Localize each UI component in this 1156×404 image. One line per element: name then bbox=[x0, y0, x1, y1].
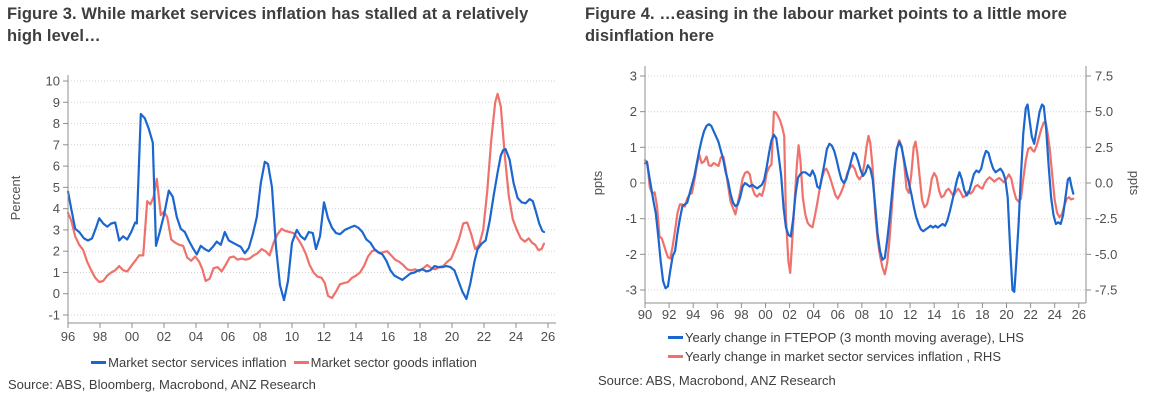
x-tick-label: 10 bbox=[879, 307, 893, 322]
x-tick-label: 24 bbox=[1047, 307, 1061, 322]
y-tick-label-right: 7.5 bbox=[1095, 69, 1113, 84]
x-tick-label: 02 bbox=[782, 307, 796, 322]
x-tick-label: 00 bbox=[758, 307, 772, 322]
y-axis-title-left: Percent bbox=[8, 175, 23, 220]
x-tick-label: 90 bbox=[638, 307, 652, 322]
y-axis-title-right: ppts bbox=[1127, 171, 1142, 196]
x-tick-label: 98 bbox=[734, 307, 748, 322]
legend-item: Market sector services inflation bbox=[91, 355, 287, 370]
x-tick-label: 08 bbox=[855, 307, 869, 322]
y-tick-label: 9 bbox=[53, 95, 60, 110]
x-tick-label: 96 bbox=[61, 329, 75, 344]
y-tick-label-right: -7.5 bbox=[1095, 283, 1117, 298]
x-tick-label: 02 bbox=[157, 329, 171, 344]
series-line-1 bbox=[643, 103, 1075, 293]
legend-item: Market sector goods inflation bbox=[293, 355, 477, 370]
x-tick-label: 96 bbox=[710, 307, 724, 322]
y-tick-label-right: 5.0 bbox=[1095, 104, 1113, 119]
figure-3-source: Source: ABS, Bloomberg, Macrobond, ANZ R… bbox=[8, 377, 316, 392]
y-tick-label: -1 bbox=[625, 211, 637, 226]
x-tick-label: 14 bbox=[927, 307, 941, 322]
figure-4-title: Figure 4. …easing in the labour market p… bbox=[585, 5, 1068, 45]
x-tick-label: 12 bbox=[317, 329, 331, 344]
x-tick-label: 94 bbox=[686, 307, 700, 322]
x-tick-label: 16 bbox=[381, 329, 395, 344]
x-tick-label: 18 bbox=[975, 307, 989, 322]
figure-4-panel: Figure 4. …easing in the labour market p… bbox=[578, 0, 1156, 404]
x-tick-label: 92 bbox=[662, 307, 676, 322]
y-tick-label: -2 bbox=[625, 247, 637, 262]
series-line-0 bbox=[66, 92, 546, 300]
legend-item: Yearly change in market sector services … bbox=[668, 349, 1024, 364]
y-tick-label: 0 bbox=[53, 286, 60, 301]
figure-3-legend: Market sector services inflation Market s… bbox=[0, 355, 568, 370]
y-tick-label: 7 bbox=[53, 137, 60, 152]
y-tick-label: 2 bbox=[53, 244, 60, 259]
y-tick-label: 1 bbox=[53, 265, 60, 280]
x-tick-label: 22 bbox=[477, 329, 491, 344]
legend-swatch bbox=[293, 361, 309, 364]
x-tick-label: 04 bbox=[806, 307, 820, 322]
series-line-1 bbox=[66, 112, 546, 302]
legend-label: Yearly change in FTEPOP (3 month moving … bbox=[685, 330, 1024, 345]
x-tick-label: 26 bbox=[541, 329, 555, 344]
x-tick-label: 14 bbox=[349, 329, 363, 344]
x-tick-label: 20 bbox=[999, 307, 1013, 322]
y-tick-label: 4 bbox=[53, 201, 60, 216]
legend-swatch bbox=[668, 336, 683, 339]
y-tick-label: 3 bbox=[630, 69, 637, 84]
series-line-0 bbox=[643, 110, 1075, 276]
y-tick-label: 3 bbox=[53, 222, 60, 237]
y-tick-label: 0 bbox=[630, 176, 637, 191]
x-tick-label: 24 bbox=[509, 329, 523, 344]
legend-label: Market sector goods inflation bbox=[310, 355, 477, 370]
y-tick-label: 1 bbox=[630, 140, 637, 155]
y-tick-label: 10 bbox=[46, 74, 60, 89]
y-tick-label-right: -5.0 bbox=[1095, 247, 1117, 262]
y-tick-label: 5 bbox=[53, 180, 60, 195]
x-tick-label: 06 bbox=[831, 307, 845, 322]
figure-3-panel: Figure 3. While market services inflatio… bbox=[0, 5, 568, 392]
x-tick-label: 10 bbox=[285, 329, 299, 344]
figure-3-title: Figure 3. While market services inflatio… bbox=[7, 5, 529, 45]
figure-4-legend: Yearly change in FTEPOP (3 month moving … bbox=[668, 330, 1024, 364]
y-tick-label: 6 bbox=[53, 159, 60, 174]
figure-4-source: Source: ABS, Macrobond, ANZ Research bbox=[598, 373, 836, 388]
x-tick-label: 12 bbox=[903, 307, 917, 322]
x-tick-label: 20 bbox=[445, 329, 459, 344]
x-tick-label: 18 bbox=[413, 329, 427, 344]
y-tick-label: -3 bbox=[625, 283, 637, 298]
legend-swatch bbox=[91, 361, 107, 364]
y-axis-title-left: ppts bbox=[590, 170, 605, 195]
legend-swatch bbox=[668, 355, 683, 358]
legend-item: Yearly change in FTEPOP (3 month moving … bbox=[668, 330, 1024, 345]
x-tick-label: 26 bbox=[1072, 307, 1086, 322]
y-tick-label: 2 bbox=[630, 104, 637, 119]
y-tick-label-right: 0.0 bbox=[1095, 176, 1113, 191]
x-tick-label: 08 bbox=[253, 329, 267, 344]
x-tick-label: 00 bbox=[125, 329, 139, 344]
x-tick-label: 98 bbox=[93, 329, 107, 344]
y-tick-label-right: 2.5 bbox=[1095, 140, 1113, 155]
x-tick-label: 16 bbox=[951, 307, 965, 322]
legend-label: Market sector services inflation bbox=[108, 355, 287, 370]
y-tick-label: -1 bbox=[48, 308, 60, 323]
legend-label: Yearly change in market sector services … bbox=[685, 349, 1001, 364]
x-tick-label: 04 bbox=[189, 329, 203, 344]
y-tick-label-right: -2.5 bbox=[1095, 211, 1117, 226]
x-tick-label: 06 bbox=[221, 329, 235, 344]
y-tick-label: 8 bbox=[53, 116, 60, 131]
x-tick-label: 22 bbox=[1023, 307, 1037, 322]
